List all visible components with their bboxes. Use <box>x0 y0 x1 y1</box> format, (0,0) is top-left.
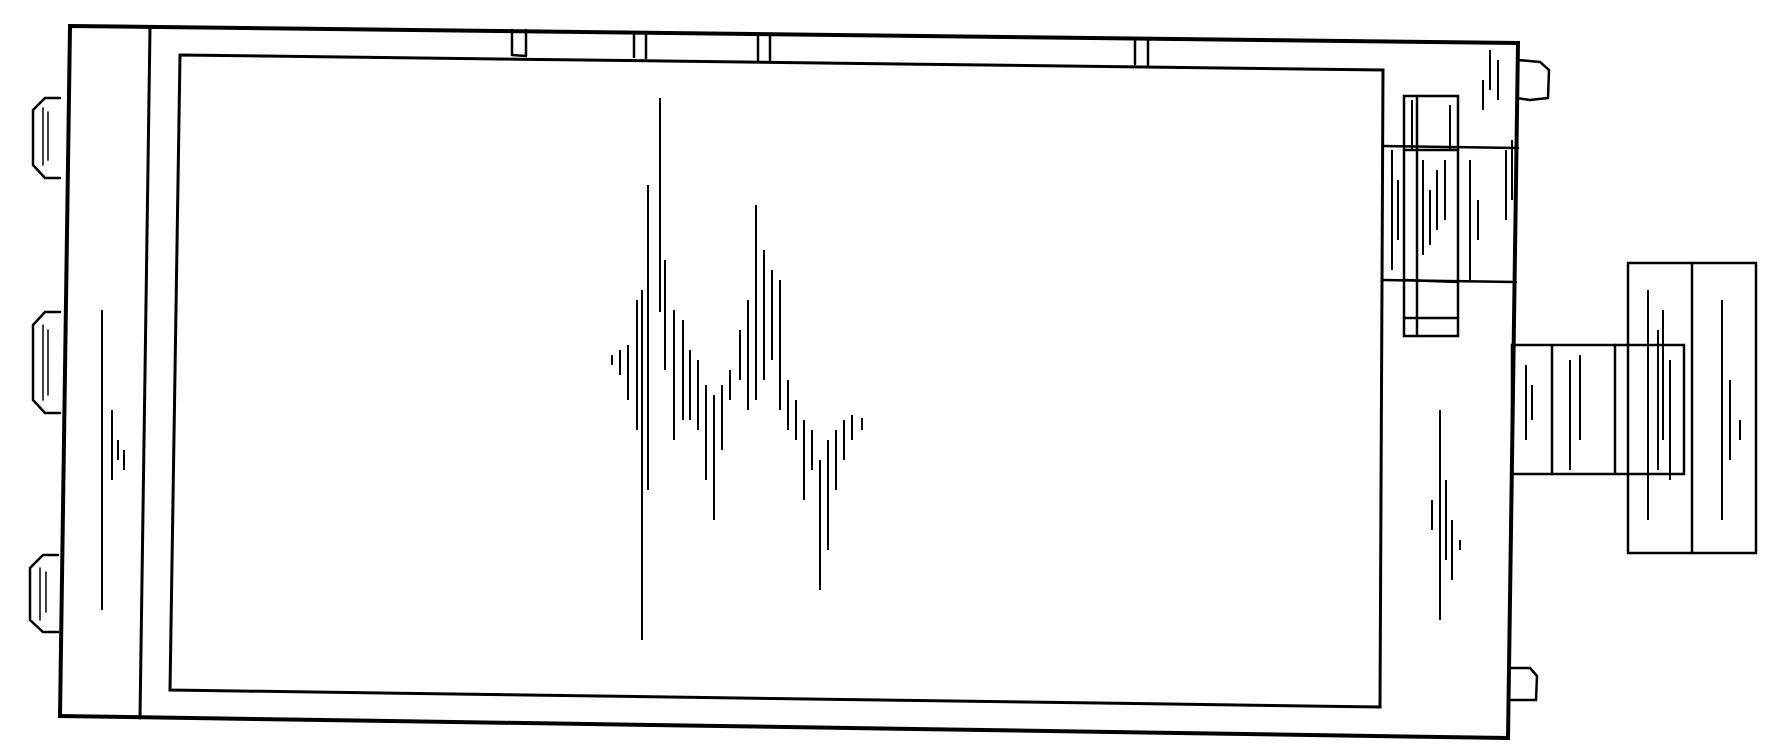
top-vent-1 <box>512 30 526 56</box>
connector-assembly <box>1512 263 1756 553</box>
left-strip-shading <box>102 310 124 610</box>
connector-shading <box>1526 290 1740 520</box>
top-vent-3 <box>758 34 770 60</box>
top-vent-4 <box>1135 38 1148 65</box>
shading-hatch <box>102 50 1740 640</box>
screen-center-shading <box>612 98 862 640</box>
left-frame-divider <box>140 28 150 718</box>
right-tab-bottom <box>1510 668 1537 700</box>
left-mounting-tabs <box>30 98 60 632</box>
display-screen <box>170 55 1383 707</box>
mounting-tab-top <box>33 98 60 178</box>
mounting-tab-bottom <box>30 555 58 632</box>
top-vent-2 <box>634 32 646 58</box>
device-body <box>30 26 1756 738</box>
mounting-tab-middle <box>33 312 60 413</box>
right-tab-top <box>1517 60 1549 100</box>
